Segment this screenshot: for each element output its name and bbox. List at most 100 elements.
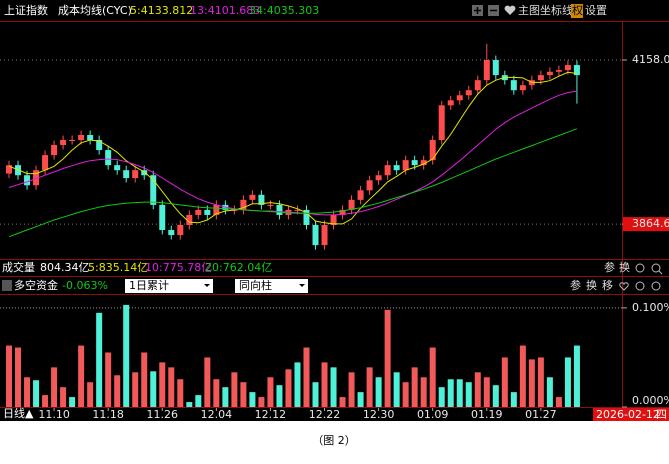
bar — [402, 382, 409, 407]
bar — [213, 379, 220, 407]
weekday: 四 — [656, 408, 667, 421]
bar — [177, 379, 184, 407]
candle-body — [60, 140, 67, 146]
dropdown-text[interactable]: 1日累计 — [129, 279, 169, 292]
bar — [33, 380, 40, 407]
coordinate-button[interactable]: 坐标线 — [540, 3, 573, 17]
bar — [384, 309, 391, 407]
main-chart-button[interactable]: 主图 — [518, 4, 540, 17]
candle-body — [519, 85, 526, 91]
rights-button[interactable]: 权 — [572, 4, 583, 17]
bar — [258, 397, 265, 407]
candle-body — [357, 190, 364, 200]
fund-value: -0.063% — [62, 279, 108, 292]
header-icons[interactable] — [472, 5, 516, 16]
candle-body — [168, 230, 175, 236]
candle-body — [105, 150, 112, 166]
fund-icons[interactable] — [619, 281, 661, 291]
volume-icons[interactable] — [635, 263, 663, 275]
y-tick-label: 4158.0 — [632, 53, 669, 66]
param-button[interactable]: 参 — [604, 260, 615, 274]
bar — [276, 385, 283, 407]
candle-body — [177, 225, 184, 236]
bar — [375, 377, 382, 407]
bar — [366, 367, 373, 407]
bar — [474, 372, 481, 407]
legend-entry: 5:4133.812 — [130, 4, 193, 17]
bar — [519, 345, 526, 407]
ma-line — [8, 71, 577, 225]
x-tick-label: 01.09 — [417, 408, 449, 421]
bar — [357, 392, 364, 407]
candle-body — [348, 199, 355, 210]
x-tick-label: 11.18 — [92, 408, 124, 421]
x-tick-label: 12.04 — [201, 408, 233, 421]
bar — [456, 379, 463, 407]
candle-body — [33, 170, 40, 186]
indicator-name: 成本均线(CYC) — [58, 3, 132, 17]
bar — [501, 357, 508, 407]
bar — [222, 387, 229, 407]
volume-ma: 10:775.78亿 — [145, 261, 212, 274]
bar — [555, 397, 562, 407]
volume-label: 成交量 — [2, 260, 35, 274]
bar — [96, 312, 103, 407]
x-tick-label: 01.27 — [525, 408, 557, 421]
bar — [105, 352, 112, 407]
bar — [195, 395, 202, 407]
dropdown-text[interactable]: 同向柱 — [239, 278, 272, 292]
move-button[interactable]: 移 — [602, 279, 613, 292]
candle-body — [249, 194, 256, 200]
candle-body — [132, 170, 139, 179]
bar — [465, 382, 472, 407]
fund-label: 多空资金 — [14, 278, 58, 292]
bar — [420, 377, 427, 407]
candle-body — [456, 95, 463, 101]
candle-body — [69, 140, 76, 141]
candle-body — [114, 165, 121, 171]
bar — [483, 377, 490, 407]
current-date: 2026-02-12 — [596, 408, 660, 421]
bar — [78, 345, 85, 407]
candle-body — [240, 199, 247, 210]
legend-entry: 13:4101.683 — [190, 4, 260, 17]
candle-body — [384, 165, 391, 176]
candle-body — [429, 140, 436, 161]
bar — [24, 377, 31, 407]
ma-line — [8, 128, 578, 238]
bar — [285, 369, 292, 407]
settings-button[interactable]: 设置 — [585, 4, 607, 17]
bar — [393, 372, 400, 407]
candle-body — [150, 175, 157, 205]
candle-body — [123, 170, 130, 179]
x-tick-label: 11.26 — [147, 408, 179, 421]
candle-body — [474, 80, 481, 91]
bar — [186, 402, 193, 407]
switch-button[interactable]: 换 — [619, 260, 630, 274]
y-tick-label: 0.100% — [632, 301, 669, 314]
price-badge — [623, 217, 669, 232]
x-tick-label: 12.30 — [363, 408, 395, 421]
bar — [321, 362, 328, 407]
param-button[interactable]: 参 — [570, 278, 581, 292]
help-icon[interactable] — [2, 280, 12, 291]
candle-body — [564, 65, 571, 71]
bar — [303, 347, 310, 407]
bar — [573, 345, 580, 407]
bar — [69, 397, 76, 407]
bar — [60, 387, 67, 407]
bar — [528, 359, 535, 407]
dropdown[interactable] — [125, 279, 213, 293]
caption: （图 2） — [312, 434, 356, 447]
bar — [6, 345, 13, 407]
bar — [231, 372, 238, 407]
switch-button[interactable]: 换 — [586, 278, 597, 292]
bar — [267, 377, 274, 407]
x-tick-label: 01.19 — [471, 408, 503, 421]
dropdown[interactable] — [235, 279, 308, 293]
period-label[interactable]: 日线▲ — [3, 406, 34, 420]
bar — [114, 375, 121, 407]
dropdown-arrow — [299, 284, 305, 287]
candle-body — [438, 105, 445, 140]
